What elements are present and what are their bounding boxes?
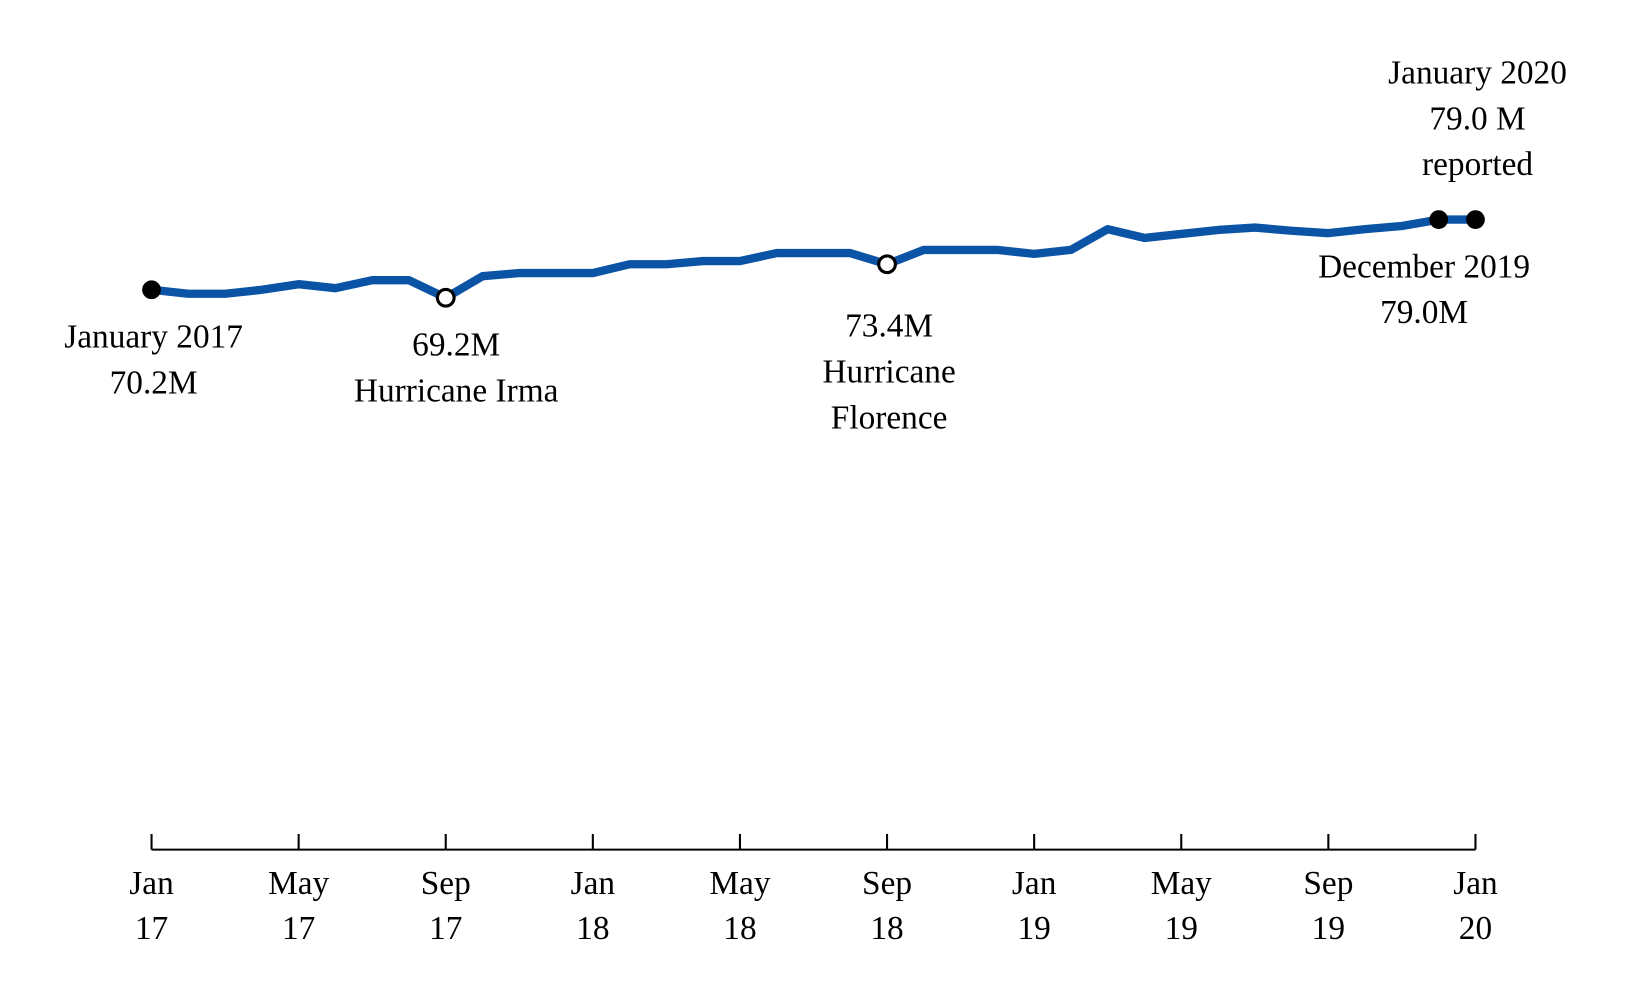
x-tick-label: Sep 18 xyxy=(862,865,912,947)
x-tick-label: Jan 19 xyxy=(1012,865,1057,947)
annotation-text: reported xyxy=(1422,146,1533,183)
annotation-text: Hurricane xyxy=(822,353,955,390)
annotation-marker xyxy=(1429,210,1449,229)
annotation-text: 69.2M xyxy=(412,326,500,363)
annotation-text: Florence xyxy=(831,399,948,436)
x-tick-label: May 18 xyxy=(709,865,770,947)
annotation-text: Hurricane Irma xyxy=(354,372,559,409)
annotation-marker xyxy=(1466,210,1485,229)
x-tick-label: Jan 17 xyxy=(129,865,174,947)
x-tick-label: Jan 20 xyxy=(1453,865,1498,947)
series-line xyxy=(151,215,1476,302)
annotation-marker xyxy=(142,280,161,300)
x-tick-label: May 19 xyxy=(1151,865,1212,947)
annotation-text: January 2017 xyxy=(64,318,243,355)
annotation-marker xyxy=(435,287,456,308)
annotation-text: December 2019 xyxy=(1318,248,1530,285)
annotation-text: 70.2M xyxy=(110,364,198,401)
annotation-text: 79.0M xyxy=(1380,294,1468,331)
annotation-marker xyxy=(877,254,897,275)
x-tick-label: Sep 17 xyxy=(421,865,471,947)
x-tick-label: Sep 19 xyxy=(1303,865,1353,947)
annotation-text: 79.0 M xyxy=(1429,100,1525,137)
annotation-text: 73.4M xyxy=(845,308,933,345)
annotation-text: January 2020 xyxy=(1388,54,1567,91)
x-tick-label: Jan 18 xyxy=(571,865,616,947)
x-tick-label: May 17 xyxy=(268,865,329,947)
